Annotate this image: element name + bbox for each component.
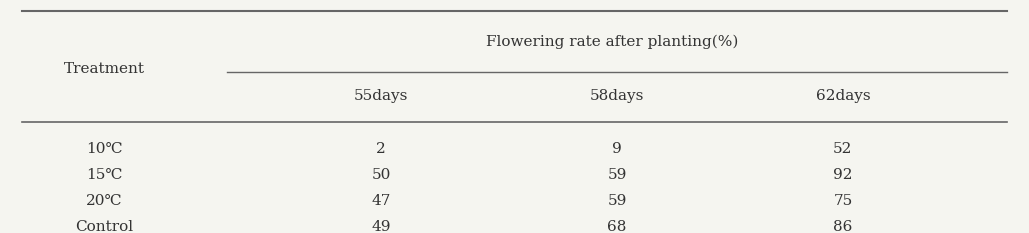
Text: 52: 52 — [833, 142, 853, 156]
Text: Flowering rate after planting(%): Flowering rate after planting(%) — [486, 34, 738, 49]
Text: 10℃: 10℃ — [85, 142, 122, 156]
Text: 58days: 58days — [590, 89, 644, 103]
Text: 20℃: 20℃ — [85, 194, 122, 208]
Text: 59: 59 — [607, 168, 627, 182]
Text: 75: 75 — [833, 194, 852, 208]
Text: 2: 2 — [377, 142, 386, 156]
Text: Control: Control — [75, 220, 133, 233]
Text: 92: 92 — [833, 168, 853, 182]
Text: 50: 50 — [371, 168, 391, 182]
Text: 9: 9 — [612, 142, 622, 156]
Text: 49: 49 — [371, 220, 391, 233]
Text: 15℃: 15℃ — [85, 168, 122, 182]
Text: 86: 86 — [833, 220, 853, 233]
Text: 47: 47 — [371, 194, 391, 208]
Text: 55days: 55days — [354, 89, 409, 103]
Text: 59: 59 — [607, 194, 627, 208]
Text: 62days: 62days — [816, 89, 871, 103]
Text: Treatment: Treatment — [64, 62, 144, 76]
Text: 68: 68 — [607, 220, 627, 233]
